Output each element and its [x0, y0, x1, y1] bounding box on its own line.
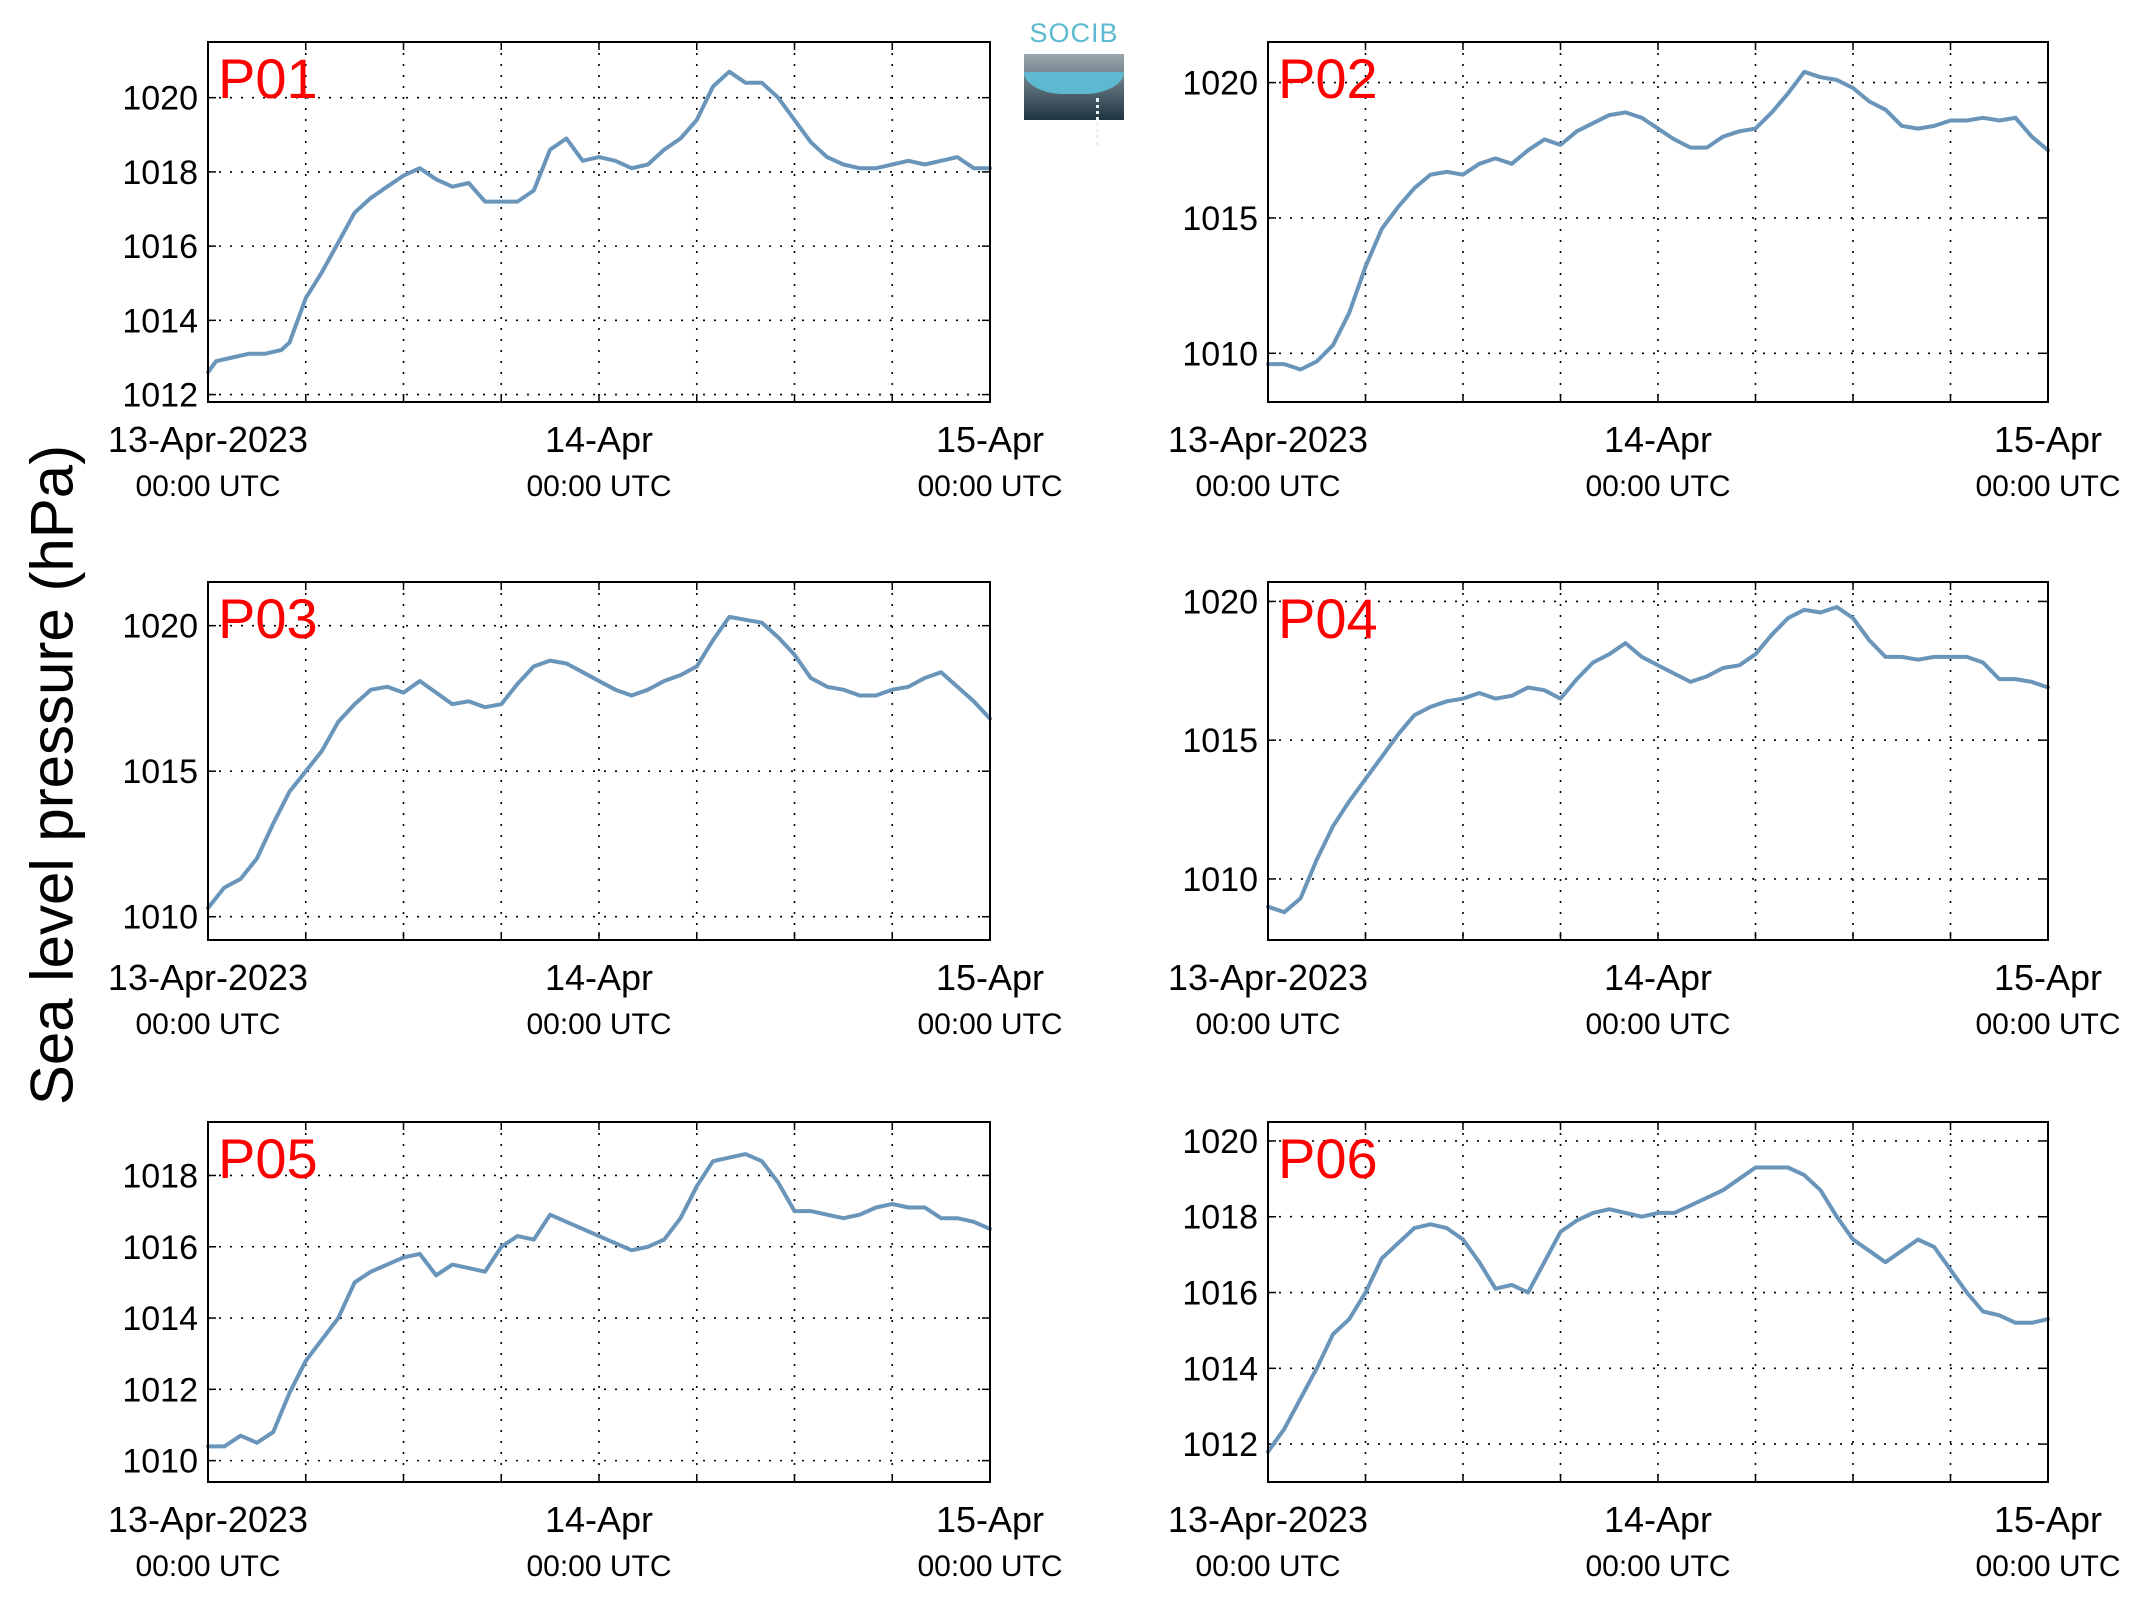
y-tick-label: 1018 — [122, 154, 198, 192]
x-tick-sublabel: 00:00 UTC — [917, 1550, 1062, 1583]
plot-frame — [1267, 1121, 2049, 1483]
y-tick-label: 1020 — [122, 608, 198, 646]
chart-panel-1: 1012 1014 1016 1018 1020 13-Apr-2023 00:00 UTC… — [108, 41, 1063, 503]
y-tick-label: 1015 — [1182, 722, 1258, 760]
pressure-series-line — [206, 1152, 992, 1449]
chart-panel-2: 1010 1015 1020 13-Apr-2023 00:00 UTC 14-Apr 00… — [1168, 41, 2121, 503]
x-tick-sublabel: 00:00 UTC — [1975, 1550, 2120, 1583]
socib-logo: SOCIB — [1024, 18, 1124, 146]
y-tick-label: 1016 — [1182, 1275, 1258, 1313]
x-tick-label: 14-Apr — [545, 1499, 653, 1540]
x-tick-sublabel: 00:00 UTC — [917, 470, 1062, 503]
y-tick-label: 1014 — [122, 302, 198, 340]
x-tick-sublabel: 00:00 UTC — [1195, 470, 1340, 503]
x-tick-sublabel: 00:00 UTC — [135, 470, 280, 503]
y-tick-label: 1014 — [122, 1300, 198, 1338]
pressure-series-line — [1266, 605, 2050, 915]
chart-panel-5: 1010 1012 1014 1016 1018 13-Apr-2023 00:00 UTC… — [108, 1121, 1063, 1583]
x-tick-sublabel: 00:00 UTC — [526, 1008, 671, 1041]
plot-frame — [1267, 41, 2049, 403]
y-tick-label: 1020 — [1182, 583, 1258, 621]
y-tick-label: 1010 — [1182, 861, 1258, 899]
x-tick-sublabel: 00:00 UTC — [1195, 1550, 1340, 1583]
y-tick-label: 1012 — [122, 377, 198, 415]
chart-panel-4: 1010 1015 1020 13-Apr-2023 00:00 UTC 14-Apr 00… — [1168, 581, 2121, 1041]
x-tick-sublabel: 00:00 UTC — [1585, 1550, 1730, 1583]
x-tick-label: 15-Apr — [936, 957, 1044, 998]
y-tick-label: 1012 — [1182, 1426, 1258, 1464]
x-tick-sublabel: 00:00 UTC — [135, 1008, 280, 1041]
chart-panel-3: 1010 1015 1020 13-Apr-2023 00:00 UTC 14-Apr 00… — [108, 581, 1063, 1041]
x-tick-sublabel: 00:00 UTC — [1975, 470, 2120, 503]
x-tick-label: 14-Apr — [1604, 957, 1712, 998]
y-tick-label: 1010 — [122, 1443, 198, 1481]
x-tick-label: 13-Apr-2023 — [1168, 1499, 1368, 1540]
y-tick-label: 1014 — [1182, 1350, 1258, 1388]
x-tick-label: 15-Apr — [1994, 419, 2102, 460]
y-tick-label: 1020 — [1182, 65, 1258, 103]
logo-wave — [1024, 72, 1124, 94]
pressure-series-line — [206, 69, 992, 375]
x-tick-label: 14-Apr — [1604, 419, 1712, 460]
plot-frame — [207, 41, 991, 403]
x-tick-label: 13-Apr-2023 — [1168, 419, 1368, 460]
x-tick-label: 14-Apr — [545, 957, 653, 998]
y-tick-label: 1010 — [122, 899, 198, 937]
panel-title: P06 — [1278, 1127, 1378, 1190]
y-tick-label: 1016 — [122, 1229, 198, 1267]
x-tick-sublabel: 00:00 UTC — [526, 1550, 671, 1583]
x-tick-label: 15-Apr — [1994, 1499, 2102, 1540]
y-tick-label: 1020 — [122, 80, 198, 118]
x-tick-sublabel: 00:00 UTC — [1195, 1008, 1340, 1041]
x-tick-sublabel: 00:00 UTC — [917, 1008, 1062, 1041]
plot-frame — [1267, 581, 2049, 941]
x-tick-sublabel: 00:00 UTC — [1975, 1008, 2120, 1041]
logo-text: SOCIB — [1029, 18, 1119, 48]
panel-title: P05 — [218, 1127, 318, 1190]
chart-panel-6: 1012 1014 1016 1018 1020 13-Apr-2023 00:00 UTC… — [1168, 1121, 2121, 1583]
x-tick-label: 14-Apr — [545, 419, 653, 460]
y-tick-label: 1018 — [1182, 1199, 1258, 1237]
panel-title: P02 — [1278, 47, 1378, 110]
plot-frame — [207, 1121, 991, 1483]
x-tick-label: 13-Apr-2023 — [108, 419, 308, 460]
pressure-series-line — [1266, 69, 2050, 372]
y-tick-label: 1010 — [1182, 335, 1258, 373]
x-tick-label: 13-Apr-2023 — [108, 1499, 308, 1540]
y-tick-label: 1015 — [1182, 200, 1258, 238]
y-tick-label: 1012 — [122, 1371, 198, 1409]
logo-dotted-line — [1096, 98, 1099, 146]
x-tick-label: 13-Apr-2023 — [108, 957, 308, 998]
x-tick-label: 15-Apr — [1994, 957, 2102, 998]
pressure-series-line — [1266, 1165, 2050, 1454]
x-tick-label: 15-Apr — [936, 419, 1044, 460]
x-tick-sublabel: 00:00 UTC — [135, 1550, 280, 1583]
x-tick-label: 14-Apr — [1604, 1499, 1712, 1540]
panel-title: P03 — [218, 587, 318, 650]
x-tick-label: 13-Apr-2023 — [1168, 957, 1368, 998]
pressure-series-line — [206, 614, 992, 910]
y-tick-label: 1016 — [122, 228, 198, 266]
logo-image — [1024, 54, 1124, 146]
y-tick-label: 1020 — [1182, 1123, 1258, 1161]
x-tick-sublabel: 00:00 UTC — [1585, 470, 1730, 503]
x-tick-sublabel: 00:00 UTC — [1585, 1008, 1730, 1041]
x-tick-sublabel: 00:00 UTC — [526, 470, 671, 503]
panel-title: P04 — [1278, 587, 1378, 650]
y-tick-label: 1015 — [122, 753, 198, 791]
x-tick-label: 15-Apr — [936, 1499, 1044, 1540]
plot-frame — [207, 581, 991, 941]
panel-title: P01 — [218, 47, 318, 110]
y-tick-label: 1018 — [122, 1157, 198, 1195]
